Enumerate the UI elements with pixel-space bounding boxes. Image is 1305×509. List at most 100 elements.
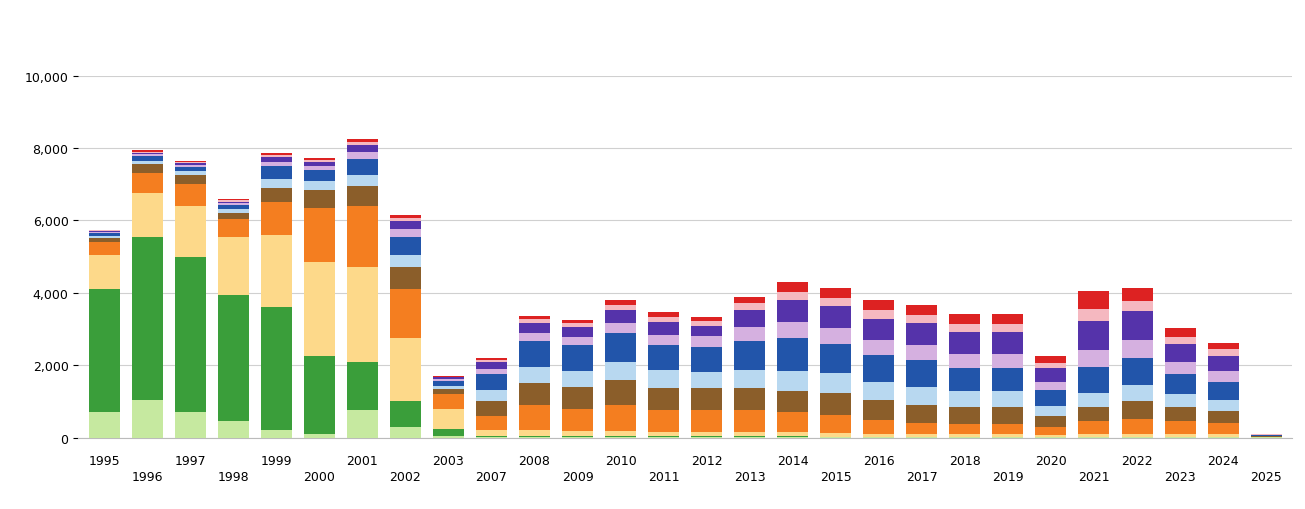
Bar [562,371,592,387]
Bar [304,167,335,171]
Bar [649,312,679,317]
Bar [1121,288,1152,302]
Bar [649,345,679,371]
Bar [347,187,378,207]
Text: 1996: 1996 [132,470,163,483]
Bar [821,393,851,415]
Bar [778,301,808,322]
Bar [692,347,722,372]
Bar [606,431,636,436]
Bar [649,371,679,388]
Text: 1999: 1999 [261,454,292,467]
Bar [261,162,292,167]
Bar [735,371,765,388]
Bar [778,437,808,438]
Bar [89,243,120,255]
Bar [821,415,851,433]
Bar [821,433,851,437]
Bar [1035,357,1066,363]
Bar [1164,394,1195,407]
Legend: under £50k, £50k-£100k, £100k-£150k, £150k-£200k, £200k-£250k, £250k-£300k, £300: under £50k, £50k-£100k, £100k-£150k, £15… [85,0,775,3]
Bar [992,324,1023,332]
Bar [347,176,378,187]
Bar [1078,437,1109,438]
Bar [519,323,549,333]
Bar [735,304,765,310]
Bar [949,408,980,424]
Bar [778,433,808,437]
Bar [476,430,506,436]
Bar [433,381,463,386]
Bar [218,421,249,438]
Bar [519,320,549,323]
Bar [476,358,506,360]
Bar [175,257,206,412]
Bar [347,143,378,146]
Bar [476,360,506,363]
Bar [1035,428,1066,435]
Bar [606,405,636,431]
Bar [433,436,463,438]
Bar [606,310,636,323]
Text: 2012: 2012 [690,454,723,467]
Bar [132,400,163,438]
Bar [390,290,422,338]
Text: 2010: 2010 [604,454,637,467]
Bar [949,315,980,324]
Bar [89,412,120,438]
Bar [606,305,636,310]
Bar [261,155,292,158]
Bar [907,405,937,423]
Bar [1250,435,1282,436]
Bar [821,298,851,307]
Bar [1164,337,1195,344]
Bar [1207,371,1238,382]
Text: 2008: 2008 [518,454,551,467]
Bar [304,434,335,438]
Text: 2002: 2002 [389,470,422,483]
Text: 2022: 2022 [1121,454,1152,467]
Bar [390,255,422,268]
Bar [261,203,292,235]
Bar [1121,312,1152,341]
Bar [1164,421,1195,434]
Bar [132,161,163,165]
Bar [735,297,765,304]
Bar [218,202,249,204]
Bar [1078,350,1109,367]
Bar [606,362,636,380]
Bar [864,434,894,437]
Bar [606,323,636,333]
Bar [692,432,722,437]
Bar [907,434,937,437]
Bar [992,437,1023,438]
Bar [132,194,163,237]
Bar [735,328,765,342]
Bar [132,152,163,153]
Bar [949,332,980,354]
Bar [692,437,722,438]
Bar [649,410,679,432]
Bar [821,288,851,298]
Text: 2003: 2003 [432,454,465,467]
Bar [1121,402,1152,419]
Bar [89,290,120,412]
Bar [692,318,722,322]
Bar [1078,421,1109,434]
Text: 2013: 2013 [733,470,766,483]
Bar [778,282,808,292]
Bar [218,201,249,202]
Bar [218,295,249,421]
Bar [476,402,506,416]
Bar [218,219,249,237]
Bar [89,232,120,233]
Bar [261,153,292,155]
Bar [949,437,980,438]
Text: 2024: 2024 [1207,454,1238,467]
Bar [778,292,808,301]
Text: 2018: 2018 [949,454,981,467]
Bar [433,378,463,380]
Bar [649,432,679,437]
Bar [1164,362,1195,375]
Bar [692,410,722,432]
